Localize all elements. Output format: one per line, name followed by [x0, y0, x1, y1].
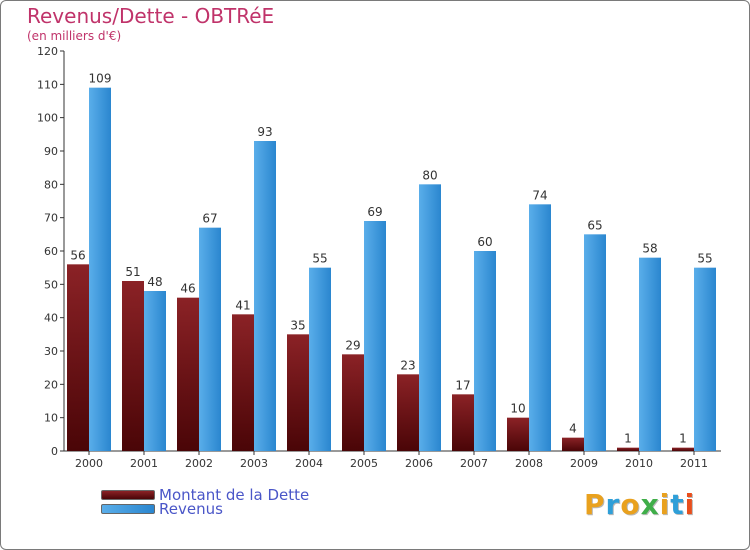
x-tick-label: 2001	[130, 457, 158, 470]
logo-letter: r	[605, 488, 621, 521]
chart-title: Revenus/Dette - OBTRéE	[27, 4, 275, 28]
bar-debt	[122, 281, 144, 451]
y-tick-label: 100	[37, 112, 58, 125]
data-label-debt: 29	[345, 338, 360, 352]
logo-letter: o	[620, 488, 641, 521]
x-tick-label: 2008	[515, 457, 543, 470]
data-label-revenue: 74	[532, 188, 547, 202]
legend-swatch-debt	[101, 490, 155, 500]
data-label-debt: 46	[180, 282, 195, 296]
logo-letter: x	[640, 488, 660, 521]
x-tick-label: 2002	[185, 457, 213, 470]
data-label-revenue: 109	[89, 72, 112, 86]
data-label-revenue: 60	[477, 235, 492, 249]
legend-item-debt: Montant de la Dette	[101, 486, 310, 504]
x-tick-label: 2009	[570, 457, 598, 470]
y-tick-label: 120	[37, 45, 58, 58]
bar-revenue	[144, 291, 166, 451]
x-tick-label: 2011	[680, 457, 708, 470]
bar-debt	[507, 417, 529, 451]
chart-subtitle: (en milliers d'€)	[27, 29, 122, 43]
data-label-revenue: 65	[587, 218, 602, 232]
bar-revenue	[419, 184, 441, 452]
bar-revenue	[254, 141, 276, 451]
data-label-revenue: 48	[147, 275, 162, 289]
bar-debt	[397, 374, 419, 451]
y-tick-label: 40	[44, 312, 58, 325]
x-tick-label: 2004	[295, 457, 323, 470]
x-tick-label: 2000	[75, 457, 103, 470]
logo-letter: i	[684, 488, 696, 521]
data-label-debt: 51	[125, 265, 140, 279]
y-tick-label: 80	[44, 178, 58, 191]
bar-debt	[342, 354, 364, 451]
proxiti-logo: Proxiti	[584, 488, 695, 521]
legend-swatch-revenue	[101, 504, 155, 514]
y-tick-label: 0	[51, 445, 58, 458]
bar-revenue	[474, 251, 496, 451]
bar-revenue	[639, 257, 661, 451]
y-tick-label: 10	[44, 412, 58, 425]
data-label-debt: 4	[569, 422, 577, 436]
bar-revenue	[584, 234, 606, 451]
bar-debt	[617, 447, 639, 451]
logo-letter: P	[584, 488, 606, 521]
bar-revenue	[529, 204, 551, 451]
data-label-revenue: 58	[642, 242, 657, 256]
bar-debt	[452, 394, 474, 451]
data-label-revenue: 55	[312, 252, 327, 266]
bar-debt	[287, 334, 309, 451]
data-label-debt: 23	[400, 358, 415, 372]
legend-label-debt: Montant de la Dette	[159, 486, 310, 504]
data-label-revenue: 55	[697, 252, 712, 266]
data-label-revenue: 93	[257, 125, 272, 139]
bar-debt	[232, 314, 254, 451]
x-tick-label: 2010	[625, 457, 653, 470]
data-label-revenue: 80	[422, 168, 437, 182]
data-label-revenue: 67	[202, 212, 217, 226]
y-tick-label: 50	[44, 278, 58, 291]
y-tick-label: 90	[44, 145, 58, 158]
logo-letter: t	[670, 488, 685, 521]
y-tick-label: 30	[44, 345, 58, 358]
bar-revenue	[199, 227, 221, 451]
bar-revenue	[89, 87, 111, 452]
y-tick-label: 110	[37, 78, 58, 91]
x-tick-label: 2003	[240, 457, 268, 470]
legend-item-revenue: Revenus	[101, 500, 223, 518]
x-tick-label: 2005	[350, 457, 378, 470]
logo-letter: i	[659, 488, 671, 521]
data-label-debt: 1	[624, 432, 632, 446]
y-tick-label: 70	[44, 212, 58, 225]
bar-debt	[67, 264, 89, 451]
bar-revenue	[694, 267, 716, 451]
bar-debt	[672, 447, 694, 451]
x-tick-label: 2007	[460, 457, 488, 470]
data-label-debt: 17	[455, 378, 470, 392]
bar-debt	[177, 297, 199, 451]
bar-revenue	[309, 267, 331, 451]
y-tick-label: 60	[44, 245, 58, 258]
legend-label-revenue: Revenus	[159, 500, 223, 518]
data-label-debt: 10	[510, 402, 525, 416]
data-label-debt: 35	[290, 318, 305, 332]
y-tick-label: 20	[44, 378, 58, 391]
bar-revenue	[364, 221, 386, 451]
data-label-debt: 56	[70, 248, 85, 262]
data-label-debt: 1	[679, 432, 687, 446]
x-tick-label: 2006	[405, 457, 433, 470]
data-label-revenue: 69	[367, 205, 382, 219]
data-label-debt: 41	[235, 298, 250, 312]
bar-debt	[562, 437, 584, 451]
